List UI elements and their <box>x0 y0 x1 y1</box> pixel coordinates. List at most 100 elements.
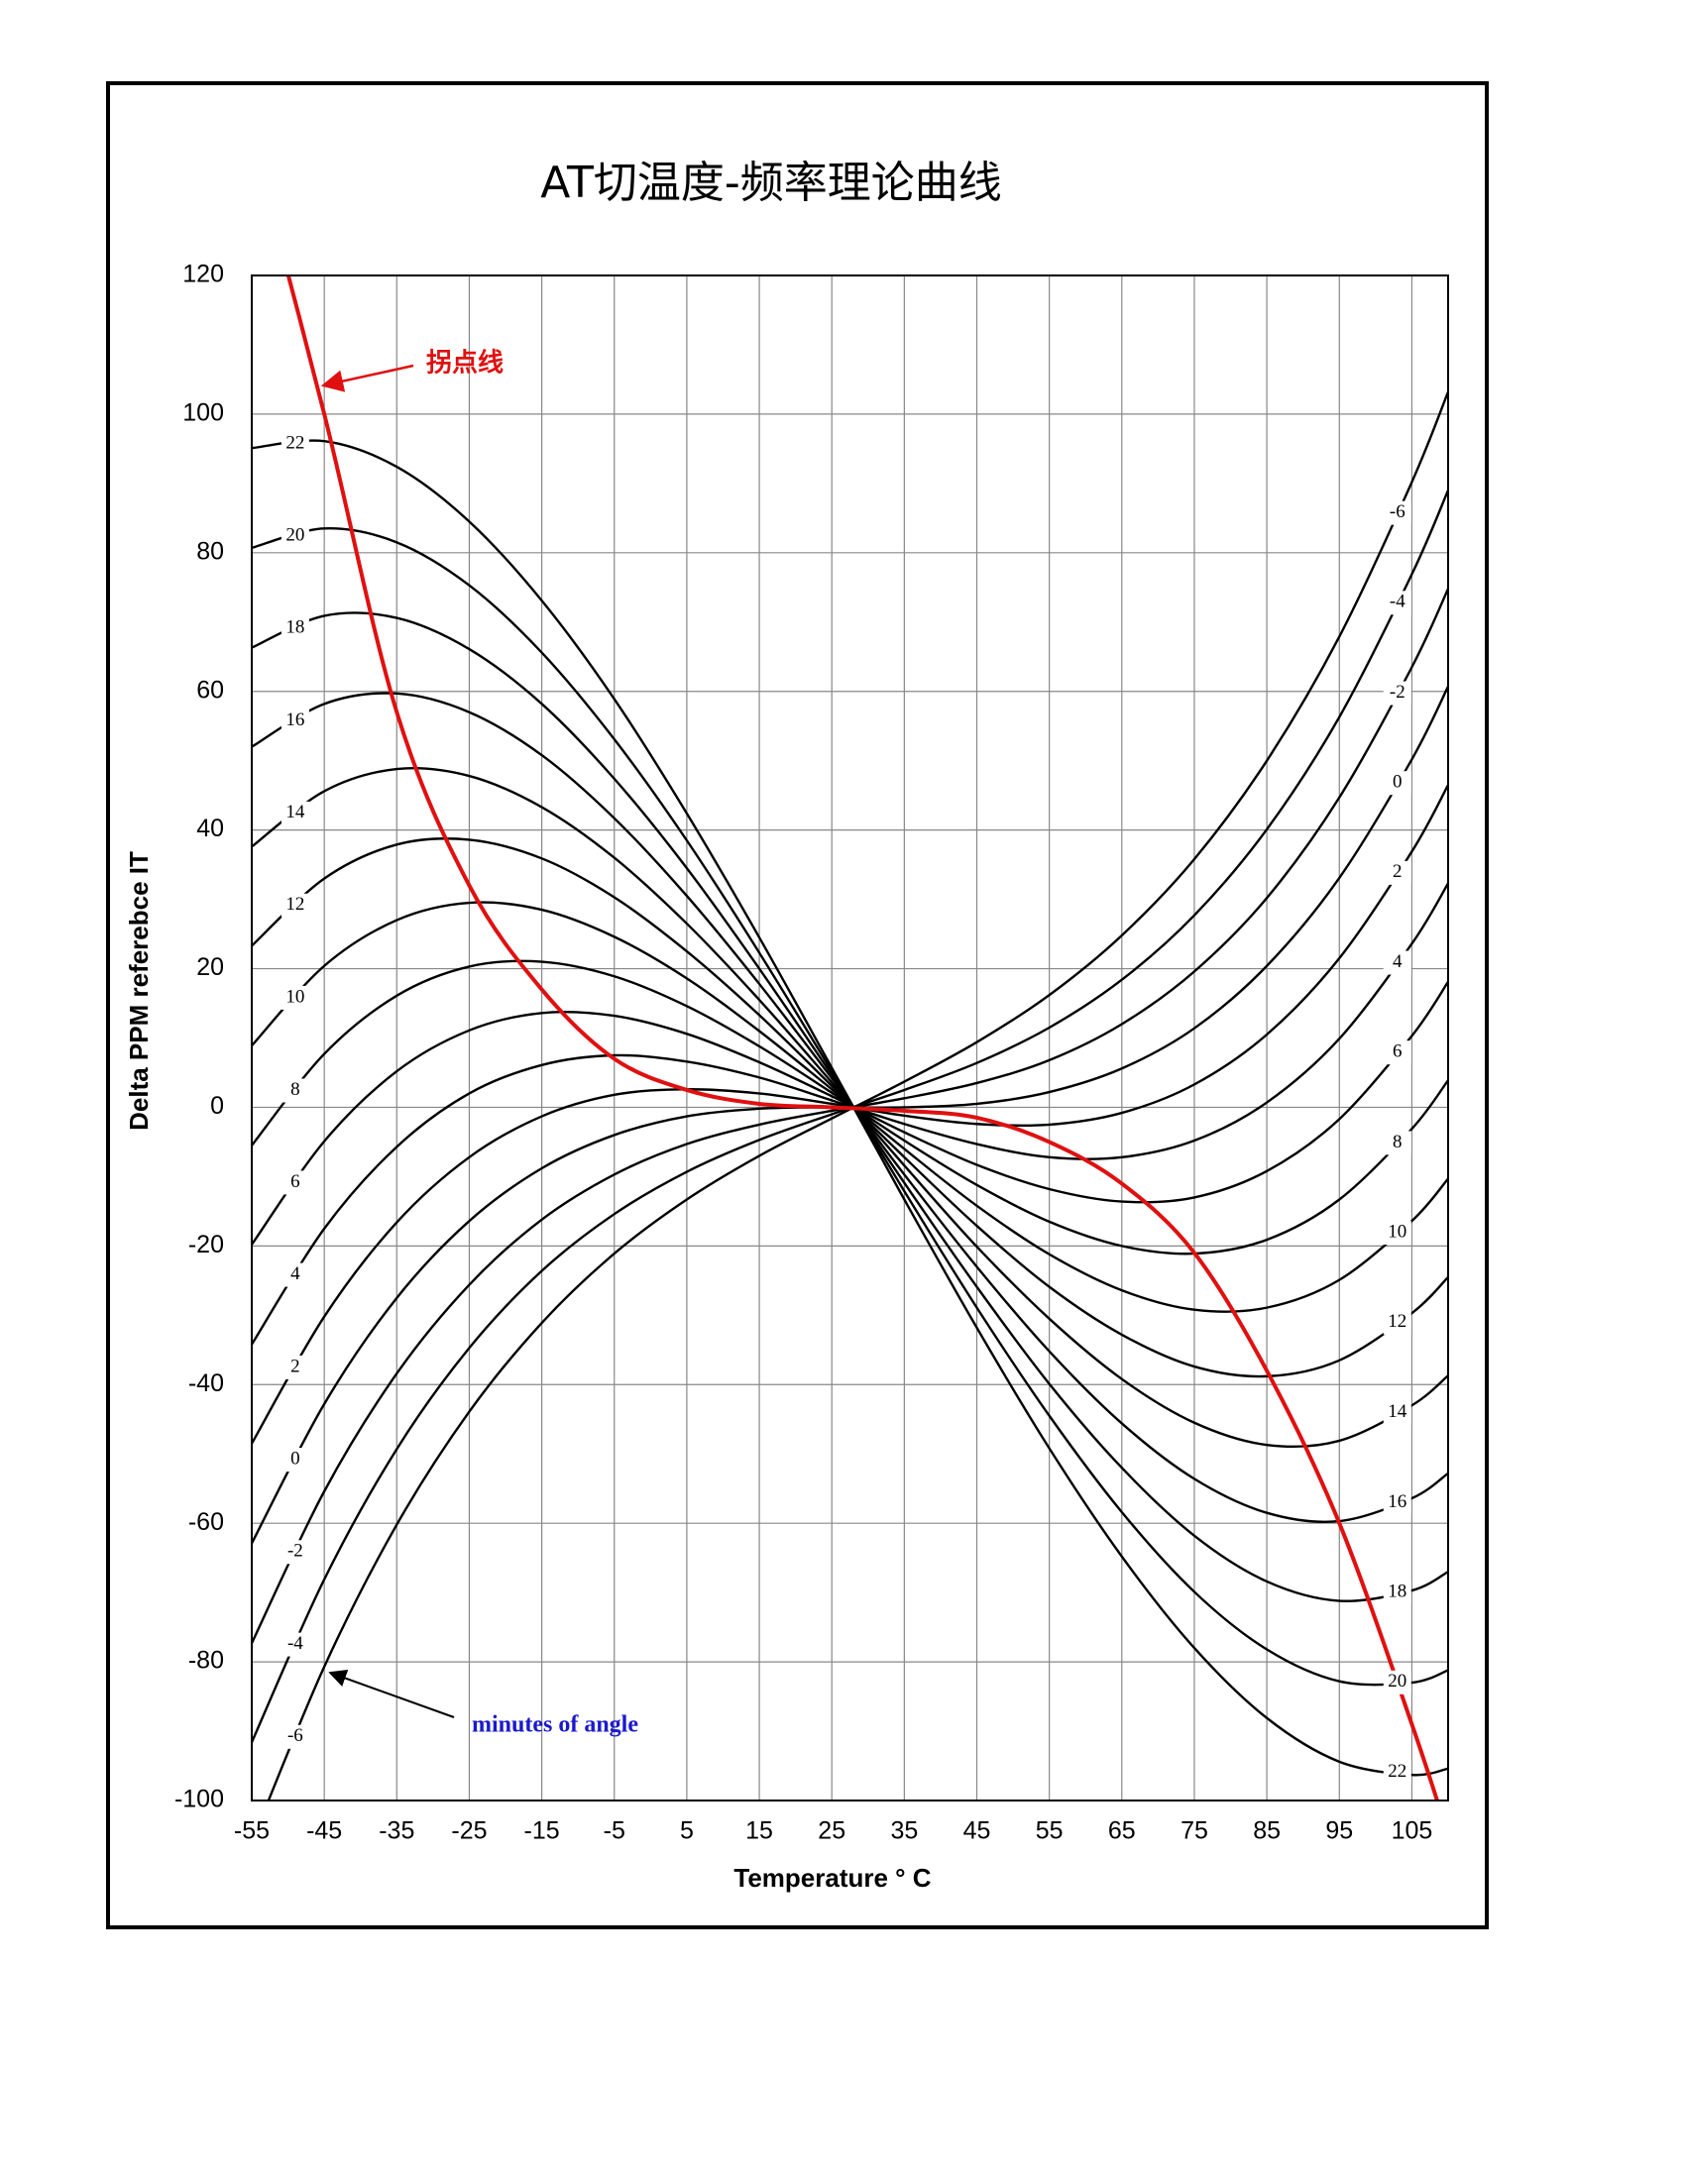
y-axis-title: Delta PPM referebce IT <box>124 851 154 1131</box>
x-tick-label: 75 <box>1180 1817 1208 1845</box>
curve-label-bg <box>1383 1670 1411 1694</box>
curve-label-bg <box>1383 1131 1411 1155</box>
x-tick-label: -5 <box>604 1817 625 1845</box>
x-tick-label: 45 <box>963 1817 991 1845</box>
curve-label: 2 <box>290 1356 300 1376</box>
y-tick-label: 40 <box>196 815 224 842</box>
curve-label-bg <box>1383 591 1411 615</box>
y-tick-label: 80 <box>196 537 224 565</box>
y-tick-label: -80 <box>188 1647 224 1675</box>
curve-label: 16 <box>285 710 304 730</box>
curve-label: 2 <box>1393 861 1403 882</box>
x-axis-title: Temperature ° C <box>733 1863 931 1893</box>
x-tick-label: -35 <box>379 1817 414 1845</box>
curve-label: -6 <box>1390 501 1405 522</box>
x-tick-label: 105 <box>1392 1817 1433 1845</box>
curve-label: 4 <box>290 1263 300 1284</box>
curve-label-bg <box>281 616 309 641</box>
y-tick-label: 100 <box>182 399 224 427</box>
x-tick-label: -25 <box>451 1817 487 1845</box>
curve <box>252 686 1448 1545</box>
curve-label: 22 <box>1388 1761 1406 1782</box>
curve-label: 20 <box>285 525 304 546</box>
x-tick-label: -55 <box>234 1817 270 1845</box>
curve-label: 12 <box>1388 1311 1406 1332</box>
x-tick-label: 25 <box>818 1817 845 1845</box>
x-tick-label: 5 <box>680 1817 694 1845</box>
y-tick-label: 60 <box>196 676 224 704</box>
plot-frame <box>251 274 1449 1802</box>
curve-label-bg <box>281 985 309 1010</box>
chart-title: AT切温度-频率理论曲线 <box>540 158 1001 208</box>
x-tick-label: -15 <box>524 1817 560 1845</box>
curve-label: 16 <box>1388 1491 1406 1512</box>
curve-label: -2 <box>1390 682 1405 703</box>
curve-label-bg <box>281 1170 309 1195</box>
curve-label-bg <box>1383 1310 1411 1335</box>
y-tick-label: -60 <box>188 1508 224 1536</box>
curve-label-bg <box>281 1724 309 1749</box>
y-tick-label: -20 <box>188 1231 224 1258</box>
curve-label: 10 <box>285 986 304 1007</box>
curve-label: 6 <box>1393 1041 1403 1062</box>
curves <box>252 275 1448 1801</box>
curve-label: 10 <box>1388 1221 1406 1242</box>
curve-label-bg <box>281 1262 309 1287</box>
curve <box>252 490 1448 1743</box>
curve-label-bg <box>281 1355 309 1379</box>
curve-label: -2 <box>287 1541 303 1562</box>
x-tick-label: 55 <box>1036 1817 1064 1845</box>
y-tick-label: -40 <box>188 1369 224 1397</box>
curve-label-bg <box>1383 1400 1411 1425</box>
inflection-curve <box>285 275 1440 1801</box>
curve <box>252 784 1448 1445</box>
curve-label-bg <box>281 893 309 918</box>
curve-label: 18 <box>285 617 304 638</box>
outer-frame <box>106 81 1489 1929</box>
x-tick-label: 95 <box>1325 1817 1353 1845</box>
curve-label: 18 <box>1388 1581 1406 1601</box>
curve-label: 8 <box>290 1079 300 1100</box>
curve-label-bg <box>281 1448 309 1473</box>
x-tick-label: 15 <box>745 1817 773 1845</box>
y-tick-label: 120 <box>182 261 224 288</box>
curve-label: 0 <box>290 1448 300 1469</box>
curve-labels: 22222020181816161414121210108866442200-2… <box>281 431 1411 1785</box>
curve-label-bg <box>1383 1040 1411 1065</box>
curve-label: 20 <box>1388 1671 1406 1692</box>
y-tick-label: 20 <box>196 953 224 981</box>
curve <box>252 588 1448 1644</box>
curve-label: -6 <box>287 1725 303 1746</box>
curve-label-bg <box>1383 1221 1411 1246</box>
inflection-arrow <box>320 364 414 392</box>
curve-label-bg <box>1383 860 1411 885</box>
curve-label-bg <box>1383 771 1411 796</box>
curve <box>252 981 1448 1246</box>
inflection-label: 拐点线 <box>426 348 504 379</box>
curve-label: 0 <box>1393 772 1403 793</box>
curve <box>267 391 1448 1801</box>
curve-label: -4 <box>1390 592 1405 612</box>
curve-label: 14 <box>1388 1401 1407 1422</box>
curve-label-bg <box>281 801 309 825</box>
curve-label-bg <box>1383 1490 1411 1515</box>
curve-label: 4 <box>1393 951 1403 972</box>
curve-label-bg <box>281 709 309 733</box>
curve-label: 8 <box>1393 1132 1403 1152</box>
curve-label-bg <box>1383 500 1411 525</box>
x-tick-label: 35 <box>890 1817 918 1845</box>
x-tick-label: 85 <box>1253 1817 1281 1845</box>
y-tick-label: -100 <box>174 1786 224 1813</box>
curve-label-bg <box>281 524 309 549</box>
curve-label-bg <box>281 1632 309 1657</box>
curve <box>252 959 1448 1256</box>
annotation-arrow <box>328 1670 455 1718</box>
x-tick-label: -45 <box>306 1817 342 1845</box>
curve-label: 6 <box>290 1171 300 1192</box>
curve-label-bg <box>1383 681 1411 706</box>
annotation: minutes of angle <box>472 1712 638 1738</box>
y-tick-label: 0 <box>210 1092 224 1120</box>
curve-label-bg <box>281 1078 309 1103</box>
curve-label-bg <box>1383 1760 1411 1785</box>
